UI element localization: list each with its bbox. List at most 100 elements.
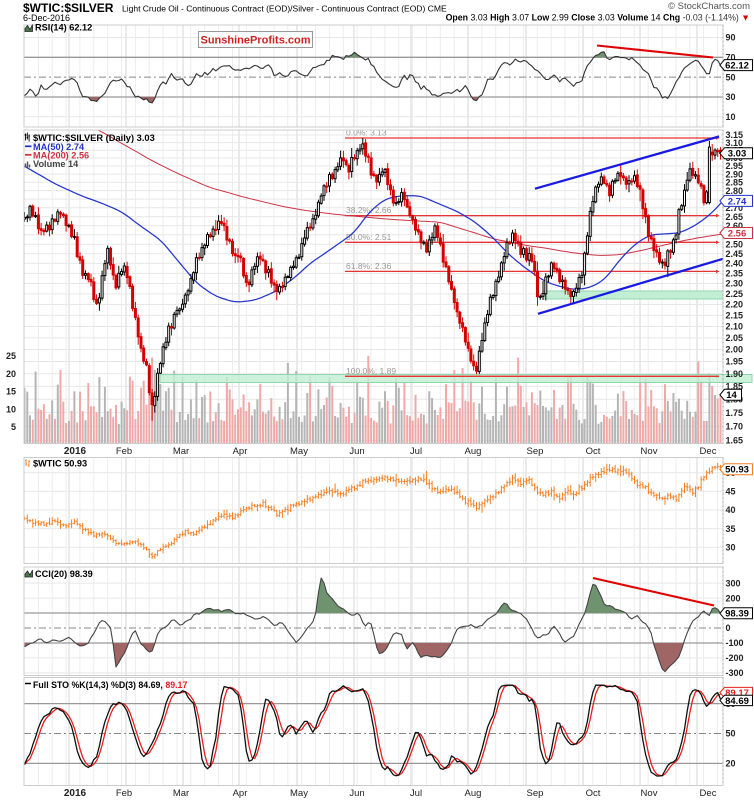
svg-text:Sep: Sep (527, 446, 544, 457)
svg-text:2.20: 2.20 (726, 300, 744, 310)
svg-text:Apr: Apr (233, 788, 248, 799)
svg-text:2.30: 2.30 (726, 279, 744, 289)
svg-text:Dec: Dec (700, 788, 717, 799)
svg-text:3.15: 3.15 (726, 130, 744, 140)
svg-text:Light Crude Oil - Continuous C: Light Crude Oil - Continuous Contract (E… (122, 4, 447, 14)
svg-text:2.50: 2.50 (726, 239, 744, 249)
svg-text:14: 14 (726, 390, 737, 401)
svg-text:100.0%: 1.89: 100.0%: 1.89 (346, 366, 396, 376)
svg-text:2.05: 2.05 (726, 333, 744, 343)
svg-text:38.2%: 2.66: 38.2%: 2.66 (346, 205, 392, 215)
svg-text:SunshineProfits.com: SunshineProfits.com (200, 35, 310, 47)
svg-text:2.35: 2.35 (726, 269, 744, 279)
svg-text:Oct: Oct (586, 788, 601, 799)
svg-text:2.56: 2.56 (728, 228, 747, 239)
svg-text:Volume 14: Volume 14 (33, 159, 79, 169)
svg-text:2.40: 2.40 (726, 259, 744, 269)
svg-text:2.65: 2.65 (726, 212, 744, 222)
svg-text:-200: -200 (726, 653, 744, 663)
svg-text:70: 70 (726, 53, 736, 63)
svg-text:CCI(20) 98.39: CCI(20) 98.39 (35, 569, 93, 579)
svg-text:MA(50) 2.74: MA(50) 2.74 (33, 142, 85, 152)
svg-text:Jul: Jul (410, 446, 422, 457)
svg-text:3.03: 3.03 (728, 149, 747, 160)
svg-text:Aug: Aug (465, 446, 482, 457)
svg-text:© StockCharts.com: © StockCharts.com (668, 1, 750, 12)
svg-text:1.95: 1.95 (726, 357, 744, 367)
svg-text:25: 25 (6, 351, 16, 361)
svg-text:10: 10 (726, 112, 736, 122)
svg-text:20: 20 (6, 369, 16, 379)
svg-text:2.60: 2.60 (726, 221, 744, 231)
svg-text:May: May (290, 788, 308, 799)
svg-text:5: 5 (11, 422, 16, 432)
svg-text:15: 15 (6, 387, 16, 397)
svg-text:2.15: 2.15 (726, 311, 744, 321)
svg-text:2.00: 2.00 (726, 345, 744, 355)
svg-text:6-Dec-2016: 6-Dec-2016 (23, 13, 70, 23)
svg-text:89.17: 89.17 (725, 688, 749, 699)
svg-text:300: 300 (726, 578, 741, 588)
svg-text:84.69: 84.69 (725, 696, 749, 707)
svg-text:2.85: 2.85 (726, 178, 744, 188)
svg-text:2.74: 2.74 (728, 196, 747, 207)
svg-text:-300: -300 (726, 668, 744, 678)
svg-text:Nov: Nov (641, 446, 658, 457)
svg-text:$WTIC 50.93: $WTIC 50.93 (33, 459, 87, 469)
svg-text:50.93: 50.93 (725, 465, 749, 476)
svg-text:2016: 2016 (64, 788, 87, 799)
svg-text:2.95: 2.95 (726, 161, 744, 171)
svg-text:3.10: 3.10 (726, 138, 744, 148)
svg-text:Aug: Aug (465, 788, 482, 799)
svg-text:35: 35 (726, 524, 736, 534)
svg-text:200: 200 (726, 593, 741, 603)
svg-text:Open 3.03 High 3.07 Low 2.99 C: Open 3.03 High 3.07 Low 2.99 Close 3.03 … (446, 13, 750, 23)
svg-text:Full STO %K(14,3) %D(3) 84.69,: Full STO %K(14,3) %D(3) 84.69, 89.17 (33, 680, 187, 690)
svg-text:20: 20 (726, 759, 736, 769)
svg-text:2.10: 2.10 (726, 322, 744, 332)
svg-text:Sep: Sep (527, 788, 544, 799)
svg-text:Dec: Dec (700, 446, 717, 457)
svg-text:98.39: 98.39 (725, 609, 749, 620)
svg-text:Nov: Nov (641, 788, 658, 799)
svg-text:1.90: 1.90 (726, 369, 744, 379)
svg-text:10: 10 (6, 404, 16, 414)
svg-text:Feb: Feb (116, 788, 132, 799)
svg-text:Jun: Jun (349, 446, 364, 457)
svg-text:MA(200) 2.56: MA(200) 2.56 (33, 150, 89, 160)
svg-text:$WTIC:$SILVER: $WTIC:$SILVER (23, 1, 114, 15)
svg-text:50: 50 (726, 72, 736, 82)
svg-text:1.75: 1.75 (726, 408, 744, 418)
svg-text:Apr: Apr (233, 446, 248, 457)
svg-text:$WTIC:$SILVER (Daily) 3.03: $WTIC:$SILVER (Daily) 3.03 (33, 133, 155, 143)
svg-text:2.90: 2.90 (726, 169, 744, 179)
svg-text:Mar: Mar (173, 446, 189, 457)
svg-text:61.8%: 2.36: 61.8%: 2.36 (346, 261, 392, 271)
svg-text:Mar: Mar (173, 788, 189, 799)
svg-text:50.0%: 2.51: 50.0%: 2.51 (346, 232, 392, 242)
svg-text:30: 30 (726, 543, 736, 553)
svg-text:2016: 2016 (64, 446, 87, 457)
svg-text:2.70: 2.70 (726, 203, 744, 213)
svg-text:0: 0 (726, 623, 731, 633)
svg-text:45: 45 (726, 487, 736, 497)
svg-text:0.0%: 3.13: 0.0%: 3.13 (346, 128, 387, 138)
svg-text:50: 50 (726, 729, 736, 739)
svg-text:2.25: 2.25 (726, 289, 744, 299)
svg-text:Feb: Feb (116, 446, 132, 457)
svg-text:30: 30 (726, 92, 736, 102)
svg-text:40: 40 (726, 505, 736, 515)
svg-text:2.45: 2.45 (726, 249, 744, 259)
svg-text:1.70: 1.70 (726, 422, 744, 432)
svg-text:62.12: 62.12 (725, 61, 749, 72)
svg-text:1.65: 1.65 (726, 436, 744, 446)
svg-text:RSI(14) 62.12: RSI(14) 62.12 (35, 23, 92, 33)
svg-text:1.85: 1.85 (726, 382, 744, 392)
svg-text:2.80: 2.80 (726, 186, 744, 196)
svg-text:May: May (290, 446, 308, 457)
svg-text:90: 90 (726, 33, 736, 43)
svg-text:-100: -100 (726, 638, 744, 648)
svg-text:Jun: Jun (349, 788, 364, 799)
svg-text:Jul: Jul (410, 788, 422, 799)
svg-text:Oct: Oct (586, 446, 601, 457)
